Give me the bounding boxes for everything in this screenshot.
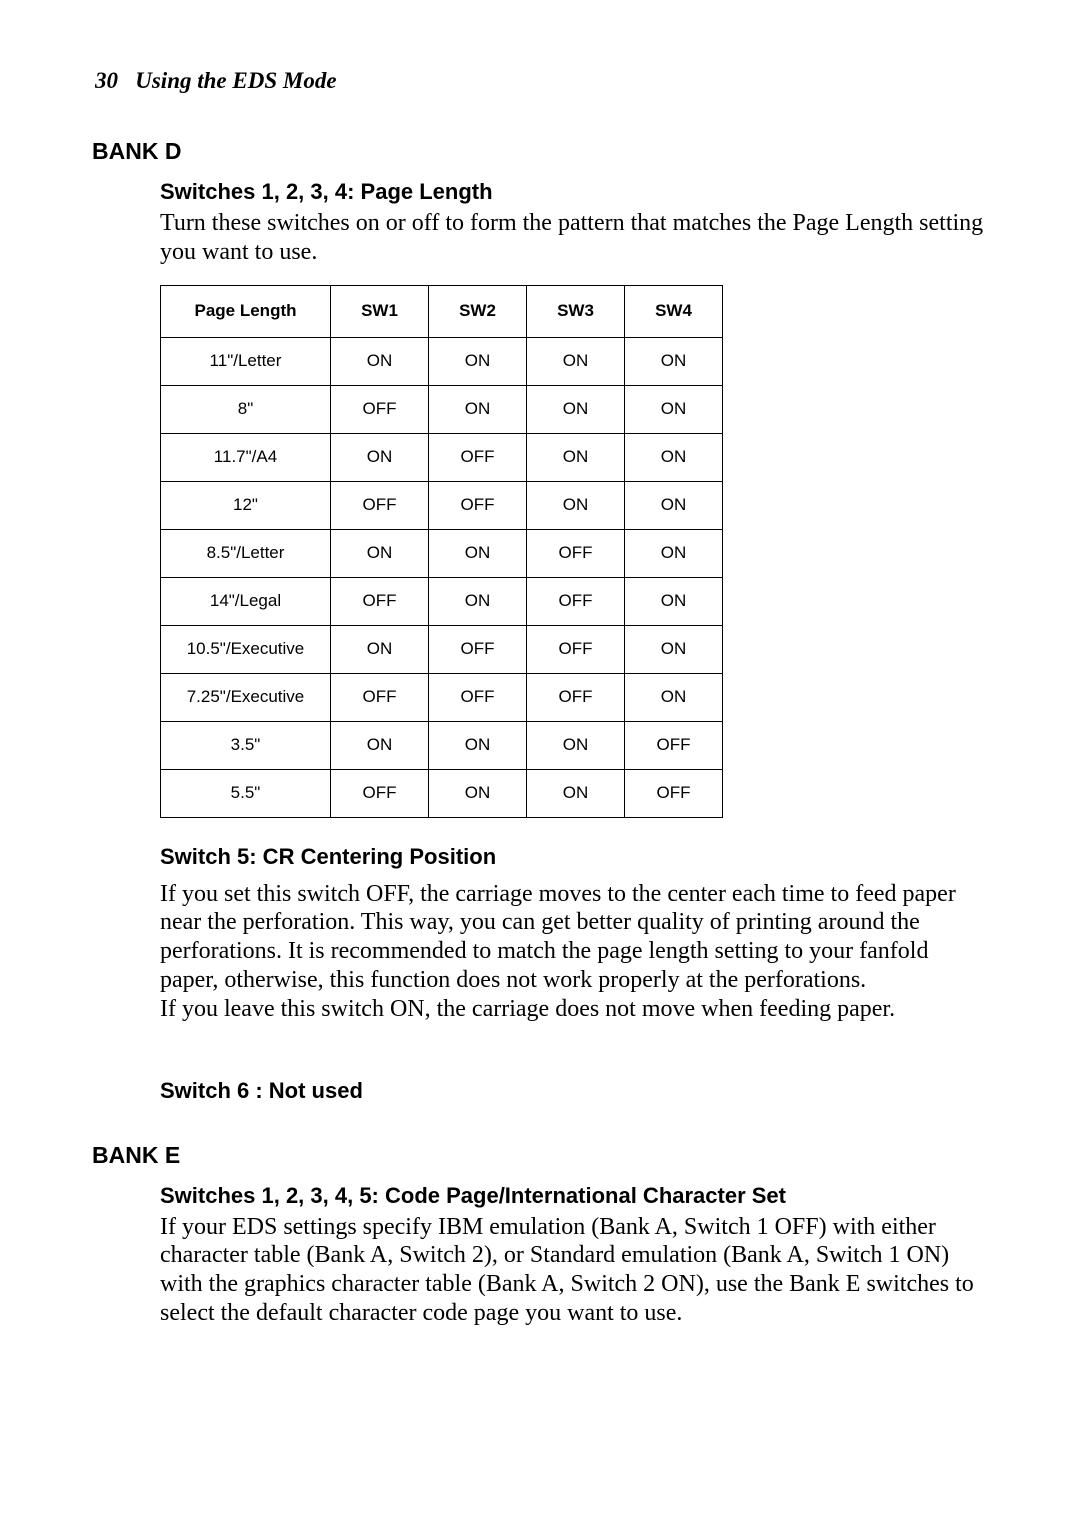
cell: OFF: [331, 577, 429, 625]
table-row: 7.25"/Executive OFF OFF OFF ON: [161, 673, 723, 721]
cell: ON: [527, 721, 625, 769]
cell: OFF: [429, 481, 527, 529]
col-header: SW4: [625, 285, 723, 337]
col-header: SW2: [429, 285, 527, 337]
table-row: 5.5" OFF ON ON OFF: [161, 769, 723, 817]
cell: 11"/Letter: [161, 337, 331, 385]
cell: OFF: [625, 721, 723, 769]
table-row: 8.5"/Letter ON ON OFF ON: [161, 529, 723, 577]
page-number: 30: [95, 68, 118, 93]
table-row: 8" OFF ON ON ON: [161, 385, 723, 433]
cell: ON: [429, 385, 527, 433]
bank-e-sec1-text: If your EDS settings specify IBM emulati…: [160, 1213, 990, 1328]
cell: OFF: [527, 673, 625, 721]
cell: OFF: [429, 625, 527, 673]
cell: 3.5": [161, 721, 331, 769]
cell: ON: [527, 481, 625, 529]
table-row: 11.7"/A4 ON OFF ON ON: [161, 433, 723, 481]
table-row: 14"/Legal OFF ON OFF ON: [161, 577, 723, 625]
cell: ON: [331, 433, 429, 481]
cell: 14"/Legal: [161, 577, 331, 625]
col-header: SW1: [331, 285, 429, 337]
cell: ON: [429, 577, 527, 625]
cell: ON: [625, 433, 723, 481]
cell: ON: [527, 337, 625, 385]
table-row: 3.5" ON ON ON OFF: [161, 721, 723, 769]
cell: OFF: [331, 481, 429, 529]
cell: OFF: [429, 433, 527, 481]
cell: ON: [527, 385, 625, 433]
table-row: 10.5"/Executive ON OFF OFF ON: [161, 625, 723, 673]
cell: ON: [429, 337, 527, 385]
page-header: 30 Using the EDS Mode: [95, 68, 990, 94]
cell: 7.25"/Executive: [161, 673, 331, 721]
bank-d-sec1-heading: Switches 1, 2, 3, 4: Page Length: [160, 179, 990, 205]
cell: 11.7"/A4: [161, 433, 331, 481]
cell: ON: [625, 337, 723, 385]
cell: ON: [429, 721, 527, 769]
bank-d-sec1-text: Turn these switches on or off to form th…: [160, 209, 990, 267]
cell: ON: [331, 721, 429, 769]
cell: OFF: [527, 625, 625, 673]
cell: OFF: [429, 673, 527, 721]
cell: ON: [625, 577, 723, 625]
section-title: Using the EDS Mode: [135, 68, 336, 93]
cell: ON: [429, 529, 527, 577]
cell: ON: [625, 481, 723, 529]
bank-d-title: BANK D: [92, 138, 990, 165]
cell: 12": [161, 481, 331, 529]
cell: 5.5": [161, 769, 331, 817]
table-row: 12" OFF OFF ON ON: [161, 481, 723, 529]
cell: OFF: [331, 673, 429, 721]
table-header-row: Page Length SW1 SW2 SW3 SW4: [161, 285, 723, 337]
bank-e-title: BANK E: [92, 1142, 990, 1169]
cell: ON: [429, 769, 527, 817]
cell: OFF: [527, 529, 625, 577]
bank-d-sec2-text1: If you set this switch OFF, the carriage…: [160, 880, 990, 995]
cell: OFF: [331, 769, 429, 817]
cell: ON: [625, 673, 723, 721]
cell: 8.5"/Letter: [161, 529, 331, 577]
bank-d-sec2-text2: If you leave this switch ON, the carriag…: [160, 995, 990, 1024]
cell: ON: [625, 625, 723, 673]
cell: ON: [527, 769, 625, 817]
cell: ON: [625, 529, 723, 577]
col-header: SW3: [527, 285, 625, 337]
cell: ON: [331, 337, 429, 385]
cell: ON: [331, 625, 429, 673]
cell: OFF: [625, 769, 723, 817]
cell: 8": [161, 385, 331, 433]
cell: OFF: [527, 577, 625, 625]
table-row: 11"/Letter ON ON ON ON: [161, 337, 723, 385]
cell: 10.5"/Executive: [161, 625, 331, 673]
bank-e-sec1-heading: Switches 1, 2, 3, 4, 5: Code Page/Intern…: [160, 1183, 990, 1209]
cell: ON: [331, 529, 429, 577]
cell: ON: [625, 385, 723, 433]
bank-d-sec2-heading: Switch 5: CR Centering Position: [160, 844, 990, 870]
cell: ON: [527, 433, 625, 481]
col-header: Page Length: [161, 285, 331, 337]
page-length-table: Page Length SW1 SW2 SW3 SW4 11"/Letter O…: [160, 285, 723, 818]
cell: OFF: [331, 385, 429, 433]
bank-d-sec3-heading: Switch 6 : Not used: [160, 1078, 990, 1104]
